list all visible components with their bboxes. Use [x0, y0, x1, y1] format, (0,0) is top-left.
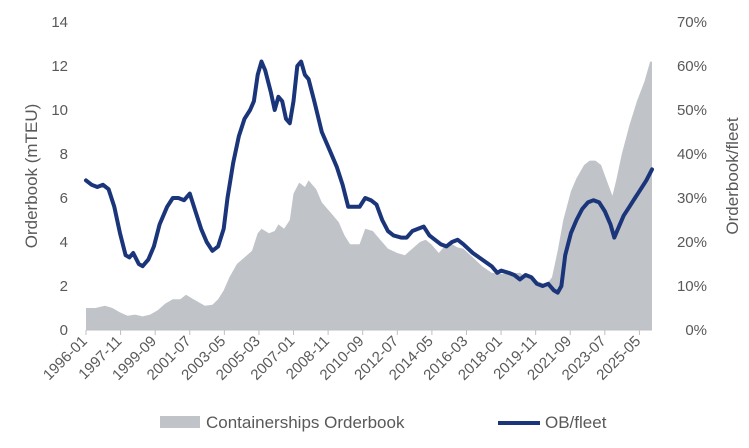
- y-left-tick-label: 10: [51, 102, 68, 119]
- line-series-ob-fleet: [84, 59, 654, 295]
- left-y-ticks: 0 2 4 6 8 10 12 14: [51, 14, 68, 339]
- y-left-tick-label: 12: [51, 58, 68, 75]
- y-right-tick-label: 30%: [677, 190, 707, 207]
- y-axis-right-title: Orderbook/fleet: [723, 117, 742, 234]
- area-series-layer: [86, 61, 652, 330]
- y-right-tick-label: 50%: [677, 102, 707, 119]
- y-left-tick-label: 2: [60, 278, 68, 295]
- y-left-tick-label: 0: [60, 322, 68, 339]
- y-left-tick-label: 6: [60, 190, 68, 207]
- y-left-tick-label: 4: [60, 234, 68, 251]
- y-left-tick-label: 14: [51, 14, 68, 31]
- y-right-tick-label: 0%: [685, 322, 707, 339]
- legend-label-line: OB/fleet: [545, 413, 607, 432]
- right-y-ticks: 0% 10% 20% 30% 40% 50% 60% 70%: [677, 14, 707, 339]
- area-series-containerships-orderbook: [86, 61, 652, 330]
- legend-swatch-area: [160, 416, 200, 428]
- y-right-tick-label: 60%: [677, 58, 707, 75]
- y-right-tick-label: 20%: [677, 234, 707, 251]
- legend-label-area: Containerships Orderbook: [206, 413, 405, 432]
- line-series-layer: [84, 59, 654, 295]
- x-ticks: 1996-011997-111999-092001-072003-052005-…: [40, 330, 644, 384]
- y-right-tick-label: 70%: [677, 14, 707, 31]
- y-left-tick-label: 8: [60, 146, 68, 163]
- y-axis-left-title: Orderbook (mTEU): [22, 104, 41, 249]
- y-right-tick-label: 40%: [677, 146, 707, 163]
- legend: Containerships Orderbook OB/fleet: [160, 413, 607, 432]
- y-right-tick-label: 10%: [677, 278, 707, 295]
